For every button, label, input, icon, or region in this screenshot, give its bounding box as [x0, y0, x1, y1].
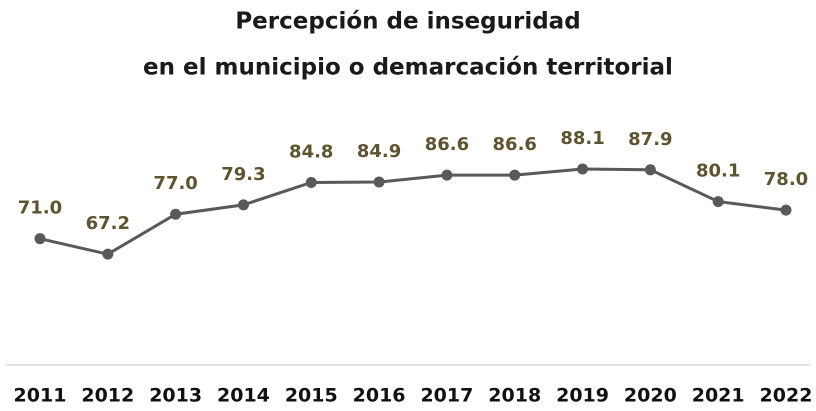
x-tick-label: 2012: [81, 385, 134, 407]
series-line: [39, 167, 787, 256]
x-tick-label: 2018: [488, 385, 541, 407]
data-label: 79.3: [221, 164, 265, 185]
x-tick-label: 2019: [556, 385, 609, 407]
data-label: 87.9: [628, 129, 672, 150]
chart-title: Percepción de inseguridad: [235, 9, 580, 35]
x-tick-label: 2020: [624, 385, 677, 407]
data-point: [712, 196, 724, 208]
x-tick-label: 2017: [420, 385, 473, 407]
data-point: [170, 208, 182, 220]
data-label: 71.0: [18, 198, 62, 219]
chart-title: en el municipio o demarcación territoria…: [143, 55, 673, 81]
data-label: 84.8: [289, 141, 333, 162]
data-label: 80.1: [696, 161, 740, 182]
data-point: [509, 169, 521, 181]
data-point: [237, 199, 249, 211]
x-tick-label: 2013: [149, 385, 202, 407]
data-point: [441, 169, 453, 181]
x-tick-label: 2021: [692, 385, 745, 407]
data-label: 77.0: [153, 173, 197, 194]
data-point: [34, 233, 46, 245]
data-label: 86.6: [493, 134, 537, 155]
data-point: [577, 163, 589, 175]
data-point: [780, 204, 792, 216]
x-tick-label: 2015: [285, 385, 338, 407]
x-tick-label: 2022: [760, 385, 813, 407]
data-point: [102, 248, 114, 260]
data-label: 84.9: [357, 141, 401, 162]
x-tick-label: 2011: [14, 385, 67, 407]
x-tick-label: 2014: [217, 385, 270, 407]
x-tick-label: 2016: [353, 385, 406, 407]
data-label: 78.0: [764, 169, 808, 190]
data-point: [305, 176, 317, 188]
data-label: 67.2: [86, 213, 130, 234]
data-point: [373, 176, 385, 188]
data-label: 88.1: [560, 128, 604, 149]
data-label: 86.6: [425, 134, 469, 155]
data-point: [644, 164, 656, 176]
